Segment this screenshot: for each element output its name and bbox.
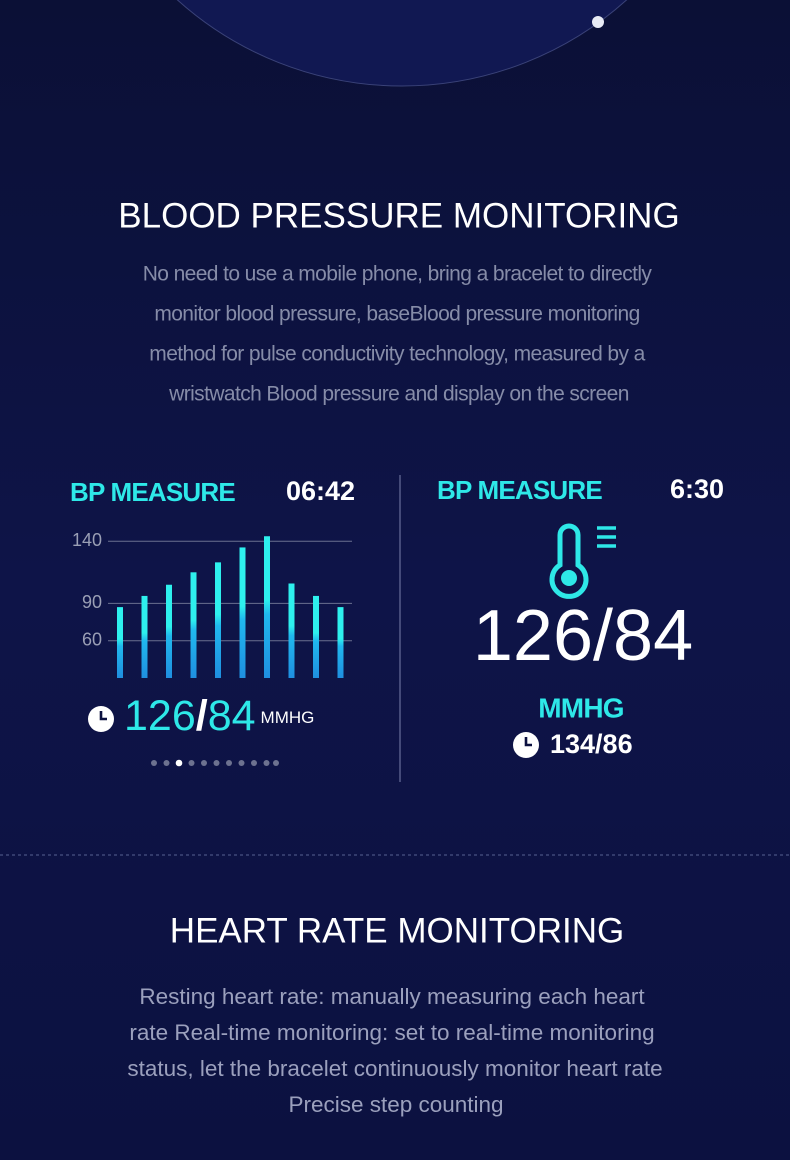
- bar: [117, 607, 123, 678]
- bar: [264, 536, 270, 678]
- bar: [337, 607, 344, 678]
- bar: [239, 547, 246, 678]
- bar: [313, 595, 319, 678]
- bar: [215, 562, 221, 678]
- panel-label: BP MEASURE: [70, 477, 235, 507]
- reading: 126/84: [473, 596, 693, 676]
- diastolic: 84: [208, 692, 256, 740]
- previous-reading: 134/86: [550, 729, 633, 759]
- bar: [288, 583, 295, 678]
- panel-time: 6:30: [670, 474, 724, 504]
- unit: MMHG: [261, 708, 315, 727]
- y-tick-label: 140: [72, 530, 102, 550]
- dial-arc: [176, 0, 628, 87]
- description-line: wristwatch Blood pressure and display on…: [168, 383, 629, 406]
- clock-icon: [88, 706, 114, 732]
- panel-time: 06:42: [286, 476, 355, 506]
- description-line: Precise step counting: [288, 1092, 503, 1117]
- separator: /: [196, 692, 208, 740]
- bar: [190, 572, 197, 678]
- bar: [166, 584, 172, 678]
- section-title: BLOOD PRESSURE MONITORING: [118, 196, 679, 235]
- description-line: status, let the bracelet continuously mo…: [127, 1056, 662, 1081]
- description-line: rate Real-time monitoring: set to real-t…: [129, 1020, 654, 1045]
- y-tick-label: 60: [82, 629, 102, 649]
- reading: 126/84 MMHG: [124, 692, 314, 740]
- thermometer-icon: [549, 523, 616, 599]
- y-tick-label: 90: [82, 592, 102, 612]
- bar-chart: 60 90 140: [72, 530, 352, 678]
- unit: MMHG: [538, 692, 623, 723]
- systolic: 126: [124, 692, 196, 740]
- page-dots: [151, 759, 279, 767]
- section-title: HEART RATE MONITORING: [170, 911, 624, 950]
- bar: [141, 595, 148, 678]
- description-line: method for pulse conductivity technology…: [149, 343, 645, 366]
- description-line: monitor blood pressure, baseBlood pressu…: [154, 303, 639, 326]
- description-line: Resting heart rate: manually measuring e…: [139, 984, 645, 1009]
- dial-dot: [592, 16, 604, 28]
- clock-icon: [513, 732, 539, 758]
- description-line: No need to use a mobile phone, bring a b…: [143, 263, 653, 286]
- panel-label: BP MEASURE: [437, 475, 602, 505]
